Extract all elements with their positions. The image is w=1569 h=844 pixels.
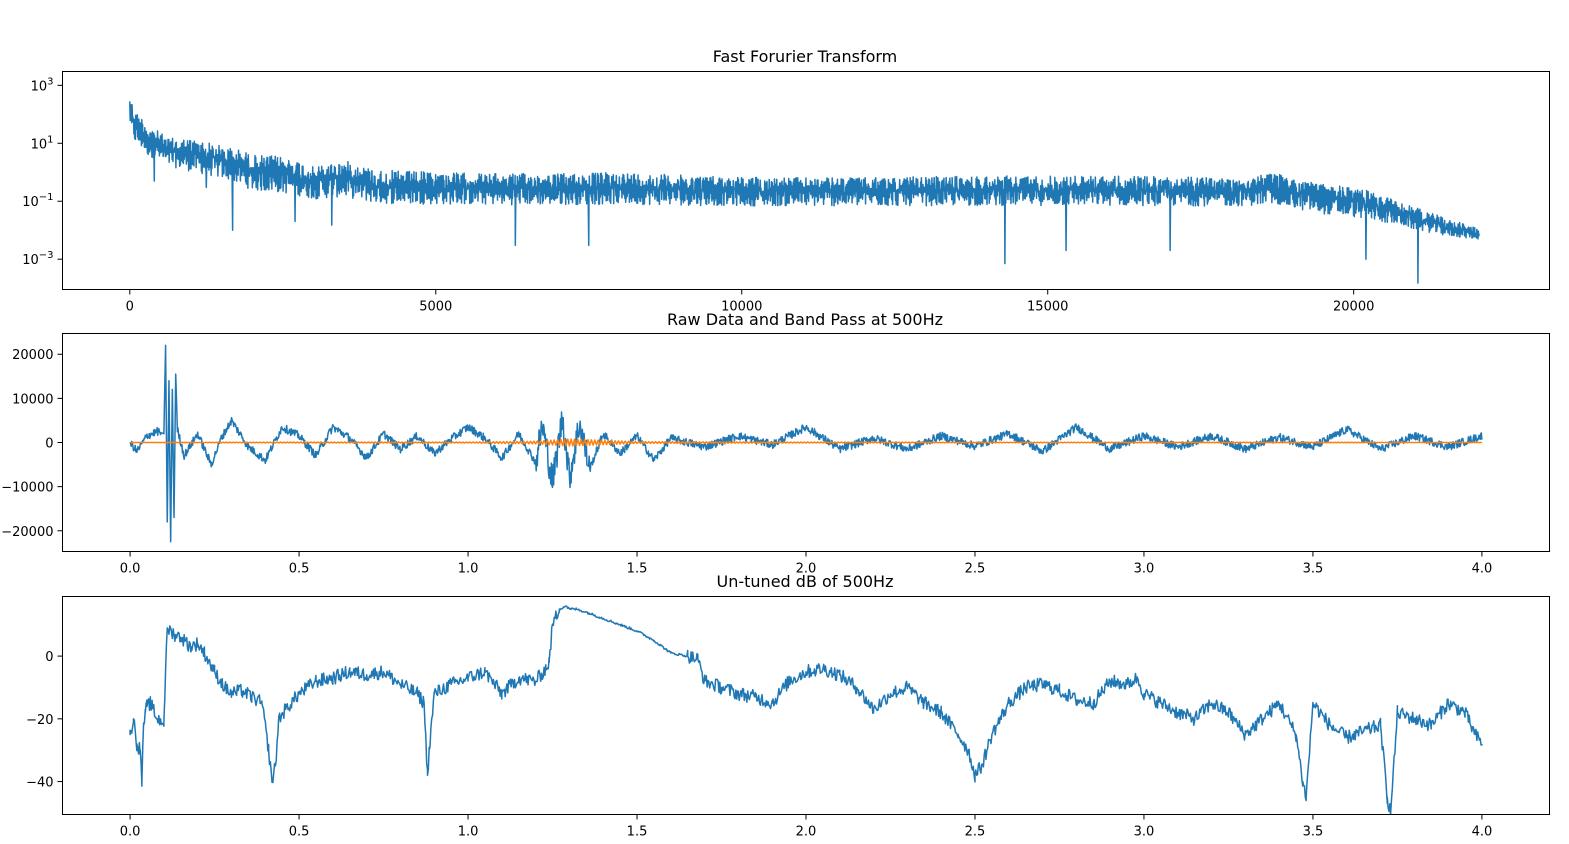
raw-series-line-0 <box>129 344 1483 543</box>
raw-x-tick-label: 1.5 <box>627 562 648 577</box>
raw-y-axis: 20000 10000 0 −10000 −20000 <box>1 348 63 540</box>
db-x-tick-label: 4.0 <box>1472 825 1493 840</box>
db-series-line-0 <box>129 605 1483 815</box>
fft-panel: Fast Forurier Transform 0 5000 10000 15000 2… <box>22 47 1550 315</box>
db-x-tick-label: 0.0 <box>120 825 141 840</box>
fft-x-tick-label: 20000 <box>1333 300 1374 315</box>
db-y-tick-label: −40 <box>26 776 53 791</box>
fft-y-tick-label: 10−3 <box>22 250 53 268</box>
raw-y-tick-label: −10000 <box>1 481 53 496</box>
fft-title: Fast Forurier Transform <box>713 47 898 66</box>
raw-x-tick-label: 0.5 <box>289 562 310 577</box>
db-x-tick-label: 2.5 <box>965 825 986 840</box>
db-x-tick-label: 3.5 <box>1303 825 1324 840</box>
fft-axes-frame <box>62 71 1550 290</box>
db-y-tick-label: −20 <box>26 713 53 728</box>
db-x-tick-label: 0.5 <box>289 825 310 840</box>
db-x-tick-label: 1.5 <box>627 825 648 840</box>
db-y-axis: 0 −20 −40 <box>26 650 63 791</box>
db-title: Un-tuned dB of 500Hz <box>717 572 894 591</box>
raw-series-line-1 <box>130 438 1483 447</box>
db-plot-area <box>129 605 1483 815</box>
raw-title: Raw Data and Band Pass at 500Hz <box>667 310 943 329</box>
raw-x-tick-label: 2.0 <box>796 562 817 577</box>
raw-x-tick-label: 3.5 <box>1303 562 1324 577</box>
fft-x-tick-label: 15000 <box>1027 300 1068 315</box>
raw-y-tick-label: 20000 <box>12 348 53 363</box>
fft-x-tick-label: 5000 <box>419 300 452 315</box>
fft-y-tick-label: 10−1 <box>22 192 53 210</box>
db-x-tick-label: 3.0 <box>1134 825 1155 840</box>
fft-x-tick-label: 0 <box>126 300 134 315</box>
raw-x-tick-label: 1.0 <box>458 562 479 577</box>
raw-plot-area <box>129 344 1483 543</box>
raw-x-tick-label: 4.0 <box>1472 562 1493 577</box>
raw-panel: Raw Data and Band Pass at 500Hz 0.0 0.5 1.… <box>1 310 1550 577</box>
raw-y-tick-label: 0 <box>45 437 53 452</box>
raw-x-tick-label: 0.0 <box>120 562 141 577</box>
raw-x-tick-label: 2.5 <box>965 562 986 577</box>
fft-x-axis: 0 5000 10000 15000 20000 <box>126 289 1374 315</box>
raw-y-tick-label: 10000 <box>12 392 53 407</box>
fft-y-tick-label: 101 <box>31 134 54 152</box>
db-y-tick-label: 0 <box>45 650 53 665</box>
fft-series-line-0 <box>129 101 1480 284</box>
fft-plot-area <box>129 101 1480 284</box>
fft-y-axis: 103 101 10−1 10−3 <box>22 76 63 268</box>
raw-x-tick-label: 3.0 <box>1134 562 1155 577</box>
fft-x-tick-label: 10000 <box>721 300 762 315</box>
raw-x-axis: 0.0 0.5 1.0 1.5 2.0 2.5 3.0 3.5 4.0 <box>120 551 1493 577</box>
db-panel: Un-tuned dB of 500Hz 0.0 0.5 1.0 1.5 2.0 2.5 3… <box>26 572 1550 840</box>
fft-y-tick-label: 103 <box>31 76 54 94</box>
db-x-tick-label: 1.0 <box>458 825 479 840</box>
db-x-axis: 0.0 0.5 1.0 1.5 2.0 2.5 3.0 3.5 4.0 <box>120 814 1493 840</box>
raw-y-tick-label: −20000 <box>1 525 53 540</box>
db-x-tick-label: 2.0 <box>796 825 817 840</box>
